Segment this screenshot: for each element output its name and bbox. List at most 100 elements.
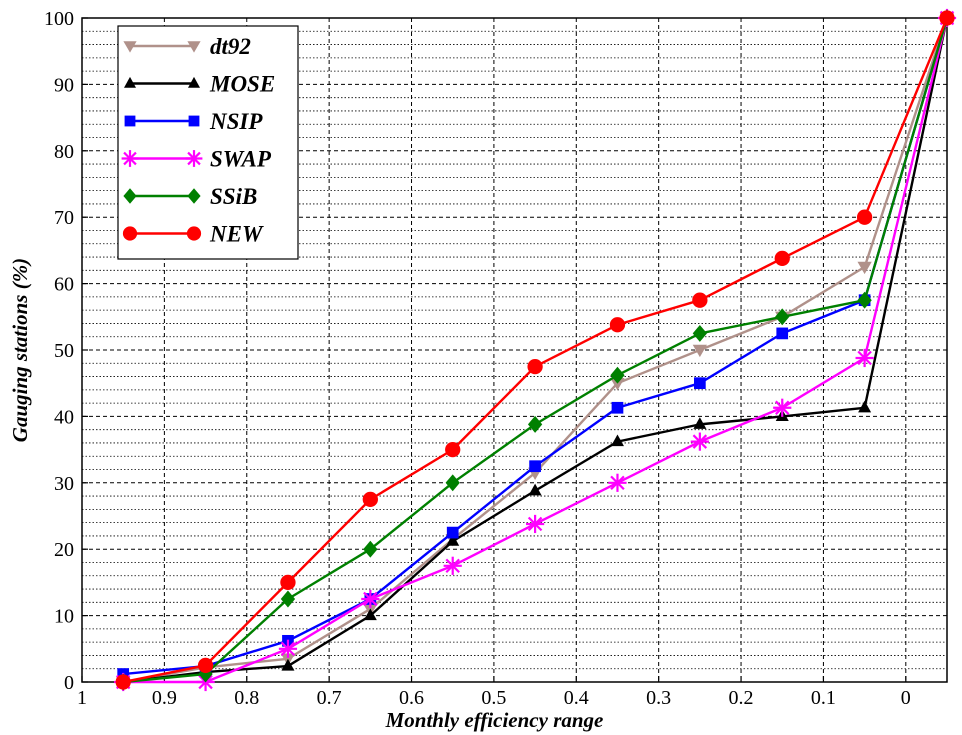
data-point-dt92	[857, 261, 872, 275]
data-point-swap	[608, 473, 627, 492]
legend-marker	[188, 115, 200, 127]
asterisk-stroke	[692, 434, 708, 449]
asterisk-stroke	[123, 151, 137, 166]
legend-marker	[122, 226, 138, 241]
data-point-ssib	[857, 291, 872, 309]
x-tick-label: 0	[901, 687, 911, 709]
data-point-new	[939, 10, 955, 26]
data-point-swap	[855, 348, 874, 368]
data-point-nsip	[776, 327, 789, 340]
x-tick-label: 0.4	[564, 687, 589, 709]
legend-label: NSIP	[209, 109, 263, 134]
data-point-mose	[610, 434, 624, 447]
y-tick-label: 100	[44, 8, 74, 30]
y-tick-label: 70	[54, 207, 74, 229]
data-point-new	[774, 250, 790, 267]
data-point-ssib	[610, 366, 625, 384]
series-group	[114, 8, 957, 692]
data-point-ssib	[527, 415, 543, 433]
y-tick-label: 0	[64, 672, 74, 694]
asterisk-stroke	[187, 151, 201, 166]
asterisk-stroke	[857, 350, 872, 366]
data-point-new	[527, 358, 543, 375]
y-axis-title: Gauging stations (%)	[8, 258, 32, 442]
legend-item-swap: SWAP	[121, 147, 272, 172]
data-point-swap	[690, 432, 709, 451]
legend-marker	[121, 150, 139, 167]
data-point-swap	[278, 639, 298, 658]
data-point-new	[362, 491, 378, 508]
x-tick-label: 0.1	[811, 687, 836, 709]
data-point-new	[856, 209, 873, 225]
legend-label: SWAP	[210, 147, 272, 172]
data-point-ssib	[775, 308, 790, 326]
data-point-swap	[361, 589, 380, 609]
data-point-new	[197, 657, 214, 674]
data-point-ssib	[692, 324, 708, 342]
y-tick-label: 10	[54, 606, 74, 628]
data-point-new	[280, 574, 296, 591]
data-point-swap	[525, 514, 545, 534]
legend-label: dt92	[210, 34, 251, 59]
legend-marker	[186, 226, 202, 241]
legend-marker	[187, 41, 201, 53]
legend-label: MOSE	[209, 72, 275, 97]
y-tick-label: 30	[54, 473, 74, 495]
data-point-nsip	[529, 460, 541, 473]
y-tick-label: 20	[54, 539, 74, 561]
data-point-new	[609, 317, 626, 333]
y-tick-label: 50	[54, 340, 74, 362]
data-point-swap	[773, 398, 792, 417]
legend-marker	[123, 41, 137, 53]
legend-item-new: NEW	[122, 222, 264, 247]
data-point-ssib	[363, 540, 378, 558]
series-new	[115, 10, 955, 690]
x-tick-label: 0.9	[152, 687, 177, 709]
data-point-ssib	[445, 474, 460, 492]
legend-label: SSiB	[210, 184, 257, 209]
data-point-swap	[443, 556, 462, 575]
x-tick-label: 0.3	[646, 687, 671, 709]
x-tick-label: 1	[77, 687, 87, 709]
asterisk-stroke	[775, 400, 790, 415]
legend-item-nsip: NSIP	[124, 109, 263, 134]
legend-item-mose: MOSE	[124, 72, 275, 97]
legend-marker	[123, 188, 137, 204]
x-axis-title: Monthly efficiency range	[385, 708, 604, 732]
asterisk-stroke	[445, 558, 460, 574]
asterisk-stroke	[280, 641, 296, 657]
y-tick-label: 60	[54, 274, 74, 296]
y-tick-label: 90	[54, 74, 74, 96]
x-tick-label: 0.2	[729, 687, 754, 709]
data-point-new	[692, 292, 708, 308]
data-point-mose	[858, 400, 872, 413]
data-point-ssib	[280, 590, 296, 608]
asterisk-stroke	[527, 516, 543, 532]
legend-marker	[124, 76, 136, 88]
data-point-nsip	[446, 526, 459, 539]
data-point-mose	[363, 608, 377, 621]
data-point-mose	[528, 483, 542, 496]
legend: dt92 MOSE NSIP SWAP SSiB NEW	[117, 25, 299, 260]
data-point-nsip	[694, 377, 706, 390]
legend-marker	[188, 76, 200, 88]
data-point-new	[115, 674, 131, 690]
data-point-mose	[281, 658, 295, 671]
legend-marker	[124, 115, 136, 127]
data-point-dt92	[692, 344, 708, 358]
legend-item-ssib: SSiB	[123, 184, 257, 209]
y-tick-label: 80	[54, 141, 74, 163]
legend-label: NEW	[209, 222, 264, 247]
x-tick-label: 0.8	[234, 687, 259, 709]
asterisk-stroke	[363, 591, 378, 607]
legend-box	[117, 25, 299, 260]
y-tick-label: 40	[54, 406, 74, 428]
data-point-dt92	[610, 378, 625, 391]
data-point-new	[445, 441, 461, 458]
x-tick-label: 0.6	[399, 687, 424, 709]
asterisk-stroke	[610, 475, 625, 491]
data-point-mose	[446, 534, 460, 546]
data-point-mose	[693, 417, 707, 429]
